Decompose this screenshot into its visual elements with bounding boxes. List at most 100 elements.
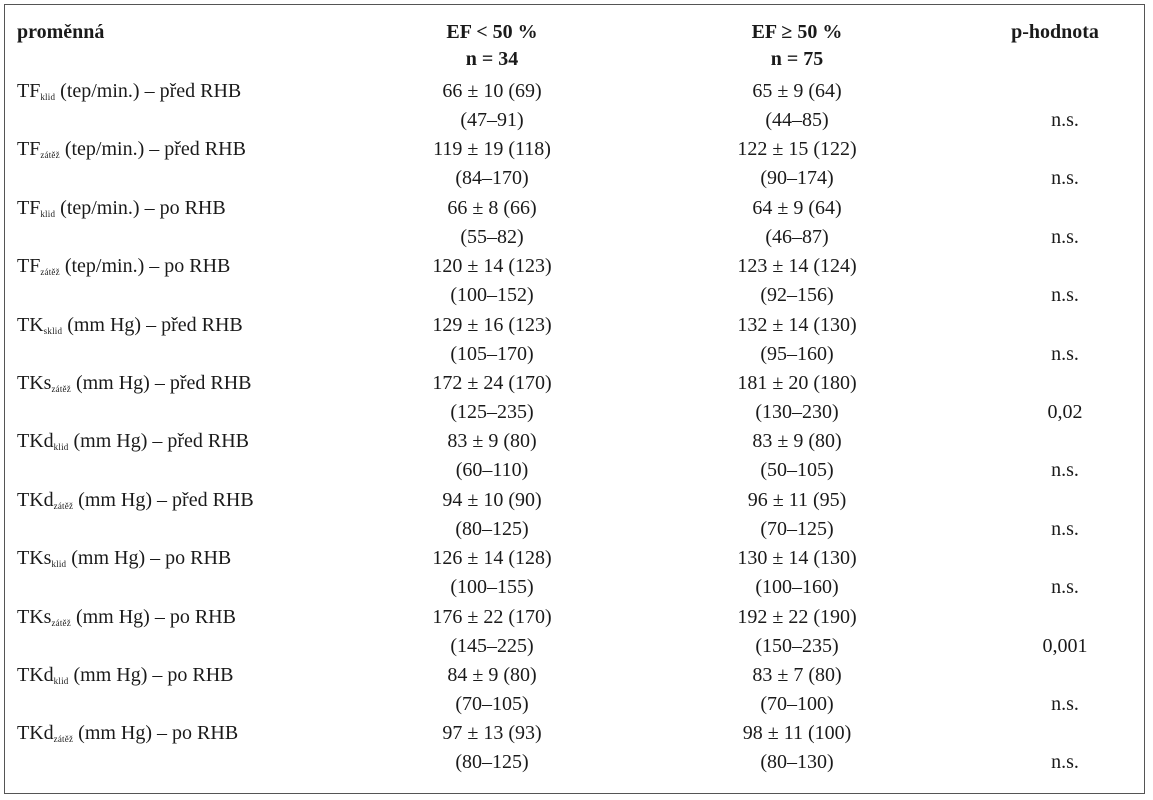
table-row: TFzátěž (tep/min.) – před RHB 119 ± 19 (1…	[5, 135, 1146, 193]
pvalue-cell: n.s.	[1051, 109, 1079, 131]
group1-cell: 66 ± 8 (66) (55–82)	[362, 194, 622, 252]
row-label-rest: (mm Hg) – před RHB	[70, 372, 252, 394]
row-label: TFklid (tep/min.) – po RHB	[17, 194, 226, 228]
group2-mean: 122 ± 15 (122)	[737, 138, 857, 161]
group1-range: (145–225)	[450, 634, 534, 657]
header-group1-title: EF < 50 %	[446, 21, 538, 43]
group2-range: (150–235)	[755, 634, 839, 657]
group1-cell: 129 ± 16 (123) (105–170)	[362, 311, 622, 369]
group1-range: (84–170)	[455, 167, 529, 190]
row-label: TKdklid (mm Hg) – po RHB	[17, 661, 233, 695]
group2-cell: 130 ± 14 (130) (100–160)	[667, 544, 927, 602]
table-row: TFklid (tep/min.) – po RHB 66 ± 8 (66) (55…	[5, 194, 1146, 252]
table-frame: proměnná EF < 50 % n = 34 EF ≥ 50 % n = …	[4, 4, 1145, 794]
group1-cell: 94 ± 10 (90) (80–125)	[362, 486, 622, 544]
row-label-base: TF	[17, 196, 41, 219]
group2-range: (46–87)	[765, 225, 829, 248]
group1-mean: 172 ± 24 (170)	[432, 372, 552, 394]
table-row: TKsklid (mm Hg) – po RHB 126 ± 14 (128) (1…	[5, 544, 1146, 602]
row-label-rest: (tep/min.) – po RHB	[55, 196, 226, 219]
group1-cell: 172 ± 24 (170) (125–235)	[362, 369, 622, 427]
table-row: TFklid (tep/min.) – před RHB 66 ± 10 (69)…	[5, 77, 1146, 135]
row-label: TKdzátěž (mm Hg) – před RHB	[17, 486, 254, 520]
group2-range: (95–160)	[760, 342, 834, 365]
row-label: TKsklid (mm Hg) – před RHB	[17, 311, 243, 345]
row-label-subscript: zátěž	[40, 150, 60, 161]
header-group1-n: n = 34	[465, 48, 519, 70]
group1-mean: 66 ± 10 (69)	[442, 80, 542, 102]
group1-cell: 84 ± 9 (80) (70–105)	[362, 661, 622, 719]
group2-range: (70–100)	[760, 693, 834, 715]
group1-cell: 126 ± 14 (128) (100–155)	[362, 544, 622, 602]
row-label-subscript: klid	[40, 92, 56, 102]
group1-range: (80–125)	[455, 517, 529, 540]
header-group2-n: n = 75	[770, 48, 824, 70]
row-label-base: TKd	[17, 664, 54, 686]
row-label: TKdklid (mm Hg) – před RHB	[17, 427, 249, 461]
group2-mean: 65 ± 9 (64)	[752, 80, 842, 102]
row-label: TKdzátěž (mm Hg) – po RHB	[17, 719, 238, 753]
row-label: TKsklid (mm Hg) – po RHB	[17, 544, 231, 578]
group2-cell: 98 ± 11 (100) (80–130)	[667, 719, 927, 777]
row-label-rest: (tep/min.) – před RHB	[55, 80, 242, 102]
group2-cell: 83 ± 7 (80) (70–100)	[667, 661, 927, 719]
group2-range: (80–130)	[760, 751, 834, 774]
header-group1: EF < 50 % n = 34	[362, 19, 622, 79]
group2-mean: 123 ± 14 (124)	[737, 255, 857, 278]
group1-cell: 97 ± 13 (93) (80–125)	[362, 719, 622, 777]
header-variable: proměnná	[17, 21, 105, 43]
group2-range: (44–85)	[765, 109, 829, 131]
group2-cell: 123 ± 14 (124) (92–156)	[667, 252, 927, 310]
pvalue-cell: n.s.	[1051, 167, 1079, 190]
group1-mean: 97 ± 13 (93)	[442, 722, 542, 745]
row-label-base: TF	[17, 138, 41, 161]
group1-range: (80–125)	[455, 751, 529, 774]
row-label-subscript: klid	[53, 676, 69, 686]
row-label-base: TKd	[17, 488, 54, 511]
group2-cell: 96 ± 11 (95) (70–125)	[667, 486, 927, 544]
group1-mean: 94 ± 10 (90)	[442, 488, 542, 511]
pvalue-cell: n.s.	[1051, 517, 1079, 540]
pvalue-cell: n.s.	[1051, 751, 1079, 774]
group2-cell: 122 ± 15 (122) (90–174)	[667, 135, 927, 193]
row-label-rest: (mm Hg) – před RHB	[73, 488, 254, 511]
group2-mean: 130 ± 14 (130)	[737, 547, 857, 570]
row-label-rest: (mm Hg) – po RHB	[68, 664, 234, 686]
group1-cell: 83 ± 9 (80) (60–110)	[362, 427, 622, 485]
group1-mean: 66 ± 8 (66)	[447, 196, 537, 219]
group1-range: (70–105)	[455, 693, 529, 715]
row-label-base: TKs	[17, 547, 52, 570]
row-label: TKszátěž (mm Hg) – po RHB	[17, 603, 236, 637]
group1-range: (55–82)	[460, 225, 524, 248]
group1-mean: 126 ± 14 (128)	[432, 547, 552, 570]
row-label-rest: (mm Hg) – po RHB	[70, 605, 236, 628]
row-label-base: TF	[17, 255, 41, 278]
row-label-base: TKs	[17, 605, 52, 628]
table-row: TKdklid (mm Hg) – po RHB 84 ± 9 (80) (70–1…	[5, 661, 1146, 719]
row-label-rest: (tep/min.) – po RHB	[59, 255, 231, 278]
row-label-base: TKd	[17, 430, 54, 453]
row-label-base: TKs	[17, 372, 52, 394]
table-row: TFzátěž (tep/min.) – po RHB 120 ± 14 (123…	[5, 252, 1146, 310]
table-row: TKdzátěž (mm Hg) – po RHB 97 ± 13 (93) (80…	[5, 719, 1146, 777]
group1-mean: 84 ± 9 (80)	[447, 664, 537, 686]
group1-range: (100–155)	[450, 576, 534, 599]
group1-range: (105–170)	[450, 342, 534, 365]
row-label-subscript: klid	[40, 208, 56, 219]
group2-mean: 96 ± 11 (95)	[747, 488, 847, 511]
group2-mean: 132 ± 14 (130)	[737, 313, 857, 336]
group2-mean: 98 ± 11 (100)	[742, 722, 852, 745]
row-label-base: TF	[17, 80, 41, 102]
row-label-subscript: zátěž	[40, 267, 60, 278]
table-row: TKsklid (mm Hg) – před RHB 129 ± 16 (123)…	[5, 311, 1146, 369]
group1-cell: 66 ± 10 (69) (47–91)	[362, 77, 622, 135]
group2-range: (50–105)	[760, 459, 834, 482]
row-label-rest: (tep/min.) – před RHB	[59, 138, 246, 161]
group2-range: (130–230)	[755, 401, 839, 423]
group1-range: (100–152)	[450, 284, 534, 307]
group2-cell: 192 ± 22 (190) (150–235)	[667, 603, 927, 661]
group1-cell: 120 ± 14 (123) (100–152)	[362, 252, 622, 310]
row-label-base: TKd	[17, 722, 54, 745]
table-row: TKszátěž (mm Hg) – po RHB 176 ± 22 (170) (…	[5, 603, 1146, 661]
group1-mean: 120 ± 14 (123)	[432, 255, 552, 278]
